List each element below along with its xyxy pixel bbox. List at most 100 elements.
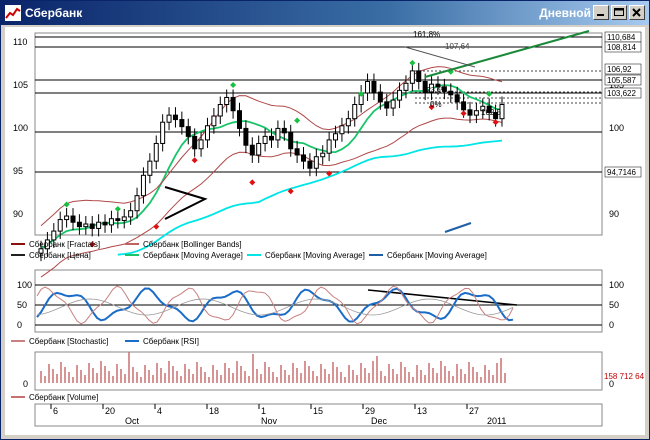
candle-body <box>204 125 210 141</box>
candle-body <box>441 86 447 92</box>
candle-body <box>185 126 191 137</box>
volume-bars <box>40 352 506 383</box>
fractal-up-marker <box>230 82 237 89</box>
candle-body <box>70 215 76 223</box>
legend-label: Сбербанк [Moving Average] <box>387 251 487 260</box>
fractal-up-marker <box>114 205 121 212</box>
osc-tick-left: 100 <box>17 280 32 290</box>
volume-panel[interactable] <box>34 351 603 391</box>
candle-body <box>467 109 473 116</box>
maximize-button[interactable] <box>611 5 627 20</box>
candle-body <box>38 248 44 254</box>
fib-trendline <box>404 46 476 68</box>
date-day-label: 20 <box>105 406 115 416</box>
price-tick-left: 110 <box>13 37 27 47</box>
candle-body <box>275 127 281 141</box>
stochastic-signal-line <box>36 298 514 316</box>
date-month-label: Nov <box>261 416 278 426</box>
candle-body <box>44 239 50 250</box>
candle-body <box>333 133 339 141</box>
price-label-box <box>604 166 642 178</box>
fractal-down-marker <box>326 170 333 177</box>
candle-body <box>473 110 479 116</box>
candle-body <box>230 96 236 112</box>
price-label-box <box>604 74 642 86</box>
chart-area[interactable]: 161,8%107,6423,6%0%102,51101051009590110… <box>5 27 645 435</box>
price-tick-left: 105 <box>13 80 28 90</box>
candle-body <box>294 148 300 156</box>
triangle-pattern <box>164 186 208 220</box>
legend-label: Сбербанк [Stochastic] <box>29 337 109 346</box>
candle-body <box>160 121 166 144</box>
fib-0-label: 0% <box>430 100 442 109</box>
period-label: Дневной <box>539 6 591 20</box>
price-panel[interactable] <box>34 32 603 236</box>
osc-tick-right: 0 <box>609 320 614 330</box>
candle-body <box>371 81 377 93</box>
candle-body <box>102 221 108 226</box>
oscillator-lines <box>36 285 514 325</box>
candle-body <box>384 101 390 109</box>
rsi-line <box>36 287 514 323</box>
window-title: Сбербанк <box>25 6 83 20</box>
fib-236-label: 23,6% <box>427 87 447 94</box>
price-label-box <box>604 87 642 99</box>
legend-label: Сбербанк [RSI] <box>143 337 199 346</box>
date-day-label: 27 <box>469 406 479 416</box>
price-label-box <box>604 41 642 53</box>
candle-body <box>307 160 313 169</box>
price-tick-left: 100 <box>13 123 28 133</box>
price-label-box <box>604 63 642 75</box>
chart-canvas[interactable]: 161,8%107,6423,6%0%102,51101051009590110… <box>5 27 645 435</box>
title-bar[interactable]: Сбербанк Дневной <box>1 1 649 25</box>
fib-10764-label: 107,64 <box>445 42 470 51</box>
candle-body <box>435 83 441 88</box>
candle-body <box>326 139 332 154</box>
price-label: 94,7146 <box>607 168 636 177</box>
candle-body <box>320 152 326 158</box>
osc-trendline <box>367 289 518 306</box>
candle-body <box>262 135 268 144</box>
fractal-up-marker <box>63 201 70 208</box>
legend-label: Сбербанк [Moving Average] <box>265 251 365 260</box>
price-label: 110,684 <box>607 33 636 42</box>
minimize-button[interactable] <box>593 5 609 20</box>
candle-body <box>236 110 242 129</box>
candle-body <box>153 142 159 162</box>
date-month-label: Oct <box>125 416 140 426</box>
candle-body <box>249 144 255 156</box>
candle-body <box>365 81 371 94</box>
fractal-up-marker <box>358 90 365 97</box>
candle-body <box>192 135 198 150</box>
close-button[interactable] <box>629 5 645 20</box>
fractal-down-marker <box>89 241 96 248</box>
osc-tick-left: 50 <box>17 300 27 310</box>
candle-body <box>454 94 460 103</box>
price-tick-right: 100 <box>609 123 624 133</box>
candle-body <box>448 90 454 96</box>
candle-body <box>486 105 492 113</box>
candle-body <box>480 105 486 112</box>
legend-label: Сбербанк [Цена] <box>29 251 91 260</box>
candle-body <box>57 219 63 232</box>
price-label: 106,92 <box>607 65 632 74</box>
legend-label: Сбербанк [Fractals] <box>29 240 100 249</box>
candle-body <box>429 83 435 93</box>
candle-body <box>403 82 409 91</box>
date-axis <box>34 403 603 427</box>
oscillator-panel[interactable] <box>34 269 603 333</box>
candle-body <box>128 210 134 218</box>
candle-body <box>256 142 262 156</box>
candle-body <box>140 174 146 197</box>
candle-body <box>422 81 428 93</box>
candle-body <box>409 70 415 84</box>
candle-body <box>76 221 82 228</box>
osc-tick-right: 100 <box>609 280 624 290</box>
fractal-up-marker <box>294 117 301 124</box>
date-day-label: 13 <box>417 406 427 416</box>
chart-app-icon <box>5 5 21 21</box>
candle-body <box>51 230 57 241</box>
vol-tick-left: 0 <box>23 379 28 389</box>
axis-labels: 161,8%107,6423,6%0%102,51101051009590110… <box>11 30 645 427</box>
